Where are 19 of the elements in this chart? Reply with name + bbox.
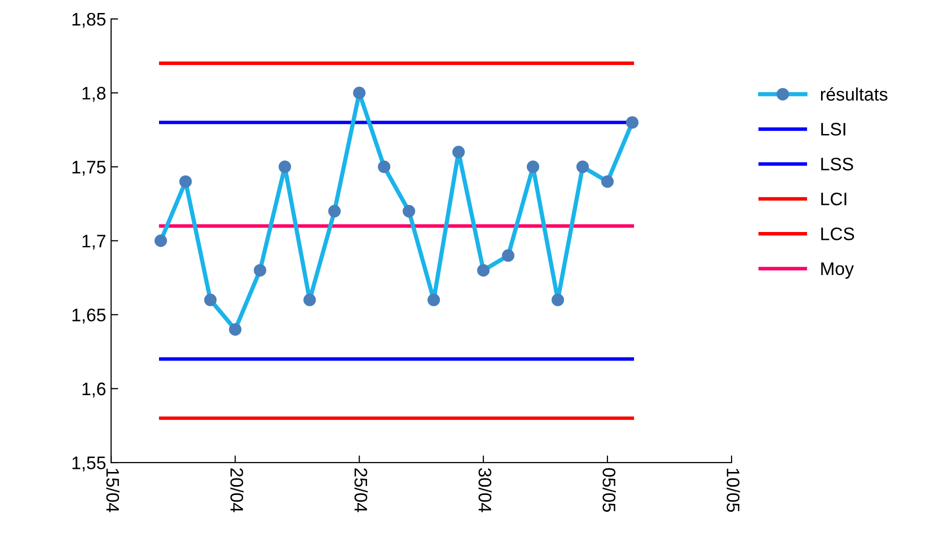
legend-label: résultats: [820, 87, 888, 101]
x-tick-label: 15/04: [106, 468, 120, 512]
legend-label: LSS: [821, 158, 854, 170]
y-tick-label: 1,75: [72, 160, 106, 176]
y-tick-label: 1,85: [72, 12, 106, 28]
legend-label: Moy: [821, 262, 854, 279]
y-tick-label: 1,6: [82, 382, 106, 398]
x-tick-label: 05/05: [602, 468, 616, 512]
y-tick-label: 1,8: [82, 86, 106, 102]
x-tick-label: 30/04: [478, 468, 492, 512]
legend-label: LCI: [821, 192, 846, 206]
x-tick-label: 10/05: [726, 468, 740, 512]
x-tick-label: 25/04: [354, 468, 368, 512]
y-tick-label: 1,55: [72, 456, 106, 472]
legend-label: LCS: [821, 227, 854, 240]
legend-label: LSI: [821, 122, 846, 136]
y-tick-label: 1,65: [72, 308, 106, 324]
x-tick-label: 20/04: [230, 468, 244, 512]
y-tick-label: 1,7: [82, 234, 106, 250]
